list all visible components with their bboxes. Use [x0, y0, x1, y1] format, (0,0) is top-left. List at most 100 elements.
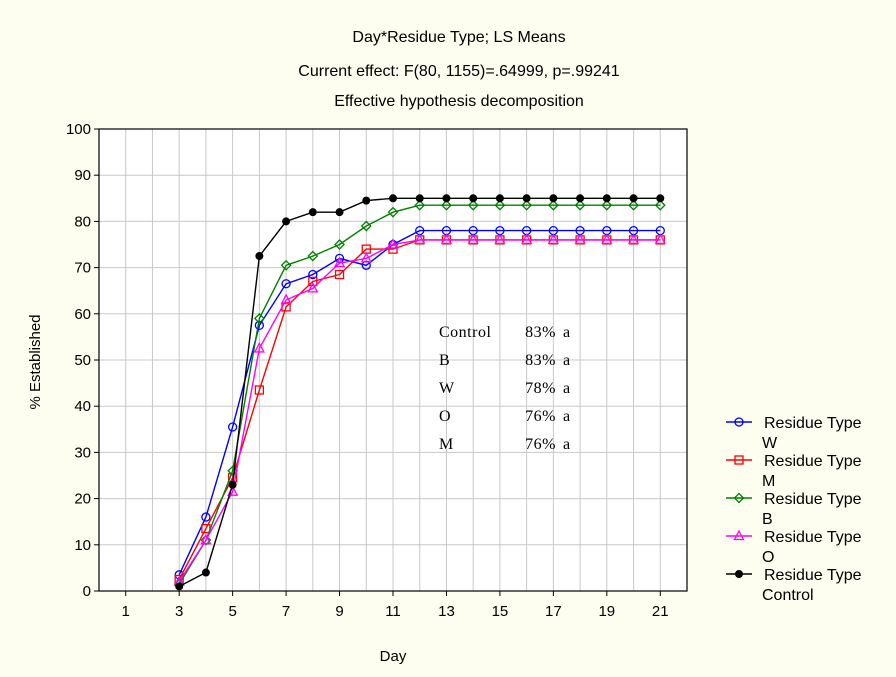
- data-point: [627, 233, 640, 245]
- legend-label: Residue Type: [764, 491, 862, 508]
- y-tick-label: 80: [74, 213, 91, 230]
- series-b: [173, 199, 666, 590]
- data-point: [415, 194, 424, 203]
- data-point: [228, 480, 237, 489]
- data-point: [175, 582, 184, 591]
- data-point: [282, 217, 291, 226]
- data-point: [654, 233, 666, 245]
- data-point: [254, 385, 265, 395]
- legend-label: Residue Type: [764, 453, 862, 470]
- annotation-value: 83%: [525, 324, 556, 341]
- data-point: [576, 194, 585, 203]
- data-point: [280, 293, 292, 305]
- data-point: [281, 279, 291, 289]
- data-point: [308, 276, 318, 287]
- data-point: [200, 534, 212, 546]
- annotation-row: B 83% a: [439, 352, 571, 369]
- annotation-group: a: [563, 352, 571, 369]
- data-point: [495, 194, 504, 203]
- data-point: [574, 233, 586, 245]
- data-point: [494, 199, 506, 211]
- grid-lines: [98, 128, 688, 592]
- data-point: [467, 199, 479, 211]
- annotation-group: a: [563, 436, 571, 453]
- y-tick-label: 30: [74, 444, 91, 461]
- annotation-value: 76%: [525, 408, 556, 425]
- y-tick-label: 40: [74, 398, 91, 415]
- legend-item: Residue Type O: [726, 529, 862, 566]
- data-point: [547, 199, 559, 211]
- series-line: [178, 204, 661, 585]
- legend-item: Residue Type W: [726, 415, 862, 452]
- data-point: [442, 194, 451, 203]
- data-point: [521, 233, 533, 245]
- data-point: [656, 194, 665, 203]
- y-tick-label: 100: [66, 121, 91, 138]
- legend-sublabel: M: [762, 473, 775, 490]
- annotation-label: W: [439, 380, 455, 397]
- data-point: [628, 199, 639, 211]
- data-point: [227, 422, 238, 432]
- legend-sublabel: Control: [762, 587, 814, 604]
- data-point: [574, 199, 586, 211]
- annotation-group: a: [563, 324, 571, 341]
- data-point: [308, 208, 317, 217]
- data-point: [333, 256, 346, 268]
- data-point: [441, 199, 452, 211]
- data-point: [549, 194, 558, 203]
- data-point: [387, 206, 399, 218]
- data-point: [253, 342, 265, 353]
- annotation-table: Control 83% a B 83% a W 78% a O 76% a M 76% a: [439, 324, 571, 453]
- annotation-row: M 76% a: [439, 436, 571, 453]
- y-tick-label: 60: [74, 306, 91, 323]
- series-line: [178, 239, 661, 583]
- x-tick-label: 1: [122, 603, 130, 620]
- legend-sublabel: O: [762, 549, 774, 566]
- x-tick-label: 3: [175, 603, 183, 620]
- data-point: [227, 465, 239, 477]
- data-point: [601, 233, 613, 245]
- annotation-group: a: [563, 380, 571, 397]
- annotation-row: W 78% a: [439, 380, 571, 397]
- legend-sublabel: B: [762, 511, 773, 528]
- x-tick-label: 5: [228, 603, 236, 620]
- x-tick-label: 21: [652, 603, 669, 620]
- data-point: [307, 250, 319, 262]
- data-point: [334, 269, 345, 280]
- annotation-row: O 76% a: [439, 408, 570, 425]
- series-layer: [173, 194, 666, 591]
- data-point: [280, 259, 292, 271]
- x-axis: 1 3 5 7 9 11 13 15 17 19 21: [122, 591, 669, 620]
- y-tick-label: 0: [83, 583, 91, 600]
- annotation-label: Control: [439, 324, 491, 341]
- y-tick-label: 70: [74, 260, 91, 277]
- x-axis-label: Day: [380, 648, 407, 665]
- y-tick-label: 20: [74, 491, 91, 508]
- y-axis-label: % Established: [27, 314, 44, 409]
- data-point: [308, 269, 318, 280]
- data-point: [414, 199, 426, 211]
- annotation-value: 83%: [525, 352, 556, 369]
- annotation-value: 78%: [525, 380, 556, 397]
- legend-item: Residue Type M: [726, 453, 862, 490]
- data-point: [601, 199, 613, 211]
- annotation-row: Control 83% a: [439, 324, 571, 341]
- x-tick-label: 17: [545, 603, 562, 620]
- data-point: [629, 194, 638, 203]
- chart-title: Day*Residue Type; LS Means: [352, 29, 565, 46]
- data-point: [469, 194, 478, 203]
- data-point: [467, 233, 479, 245]
- x-tick-label: 13: [438, 603, 455, 620]
- y-axis: 0 10 20 30 40 50 60 70 80 90 100: [66, 121, 99, 600]
- annotation-label: M: [439, 436, 454, 453]
- data-point: [334, 239, 345, 250]
- legend-swatch-marker: [733, 492, 745, 504]
- series-control: [175, 194, 665, 591]
- data-point: [360, 220, 372, 232]
- legend-item: Residue Type B: [726, 491, 862, 528]
- annotation-value: 76%: [525, 436, 556, 453]
- legend-sublabel: W: [762, 435, 778, 452]
- legend-swatch-marker: [734, 417, 744, 427]
- data-point: [307, 282, 319, 293]
